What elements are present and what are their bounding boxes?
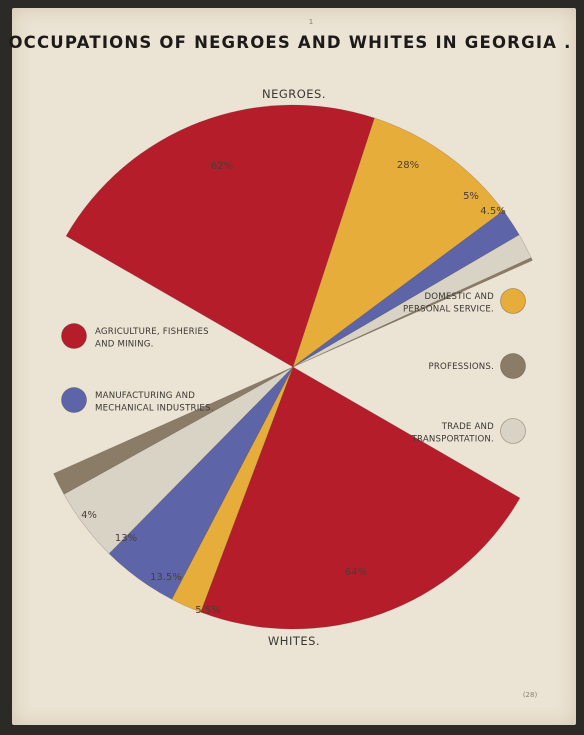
legend-swatch-professions (500, 353, 526, 379)
whites-slice-agriculture (200, 366, 521, 630)
negroes-slice-domestic (292, 117, 504, 368)
negroes-label-agriculture: 62% (211, 161, 233, 172)
legend-swatch-manufacturing (61, 387, 87, 413)
legend-label-domestic: DOMESTIC AND PERSONAL SERVICE. (403, 292, 494, 315)
legend-swatch-trade (500, 418, 526, 444)
negroes-label-trade: 4.5% (480, 206, 505, 217)
legend-label-agriculture: AGRICULTURE, FISHERIES AND MINING. (95, 327, 209, 350)
whites-label-professions: 4% (81, 510, 97, 521)
negroes-label-domestic: 28% (397, 160, 419, 171)
legend-label-trade: TRADE AND TRANSPORTATION. (411, 422, 495, 445)
negroes-slice-trade (292, 234, 532, 368)
negroes-slice-agriculture (65, 104, 375, 368)
legend-swatch-domestic (500, 288, 526, 314)
negroes-label-manufacturing: 5% (463, 191, 479, 202)
chart-title: OCCUPATIONS OF NEGROES AND WHITES IN GEO… (8, 33, 571, 52)
whites-slice-manufacturing (108, 366, 294, 600)
whites-slice-professions (53, 366, 294, 495)
whites-label-domestic: 5.5% (195, 605, 220, 616)
whites-slices: 64% 5.5% 13.5% 13% 4% (53, 366, 521, 630)
negroes-slice-professions (292, 257, 533, 368)
whites-label-trade: 13% (115, 533, 137, 544)
page-mark: (28) (523, 691, 538, 699)
legend: AGRICULTURE, FISHERIES AND MINING. MANUFAC… (61, 288, 526, 445)
whites-label-agriculture: 64% (345, 567, 367, 578)
legend-label-manufacturing: MANUFACTURING AND MECHANICAL INDUSTRIES. (95, 391, 214, 414)
series-label-negroes: NEGROES. (262, 87, 326, 101)
legend-swatch-agriculture (61, 323, 87, 349)
whites-slice-trade (63, 366, 294, 555)
series-label-whites: WHITES. (268, 634, 320, 648)
whites-slice-domestic (171, 366, 294, 613)
whites-label-manufacturing: 13.5% (150, 572, 182, 583)
plate-number: 1 (309, 18, 313, 26)
negroes-slices: 62% 28% 5%4.5% (65, 104, 533, 368)
legend-label-professions: PROFESSIONS. (428, 362, 494, 372)
negroes-slice-manufacturing (292, 210, 520, 368)
